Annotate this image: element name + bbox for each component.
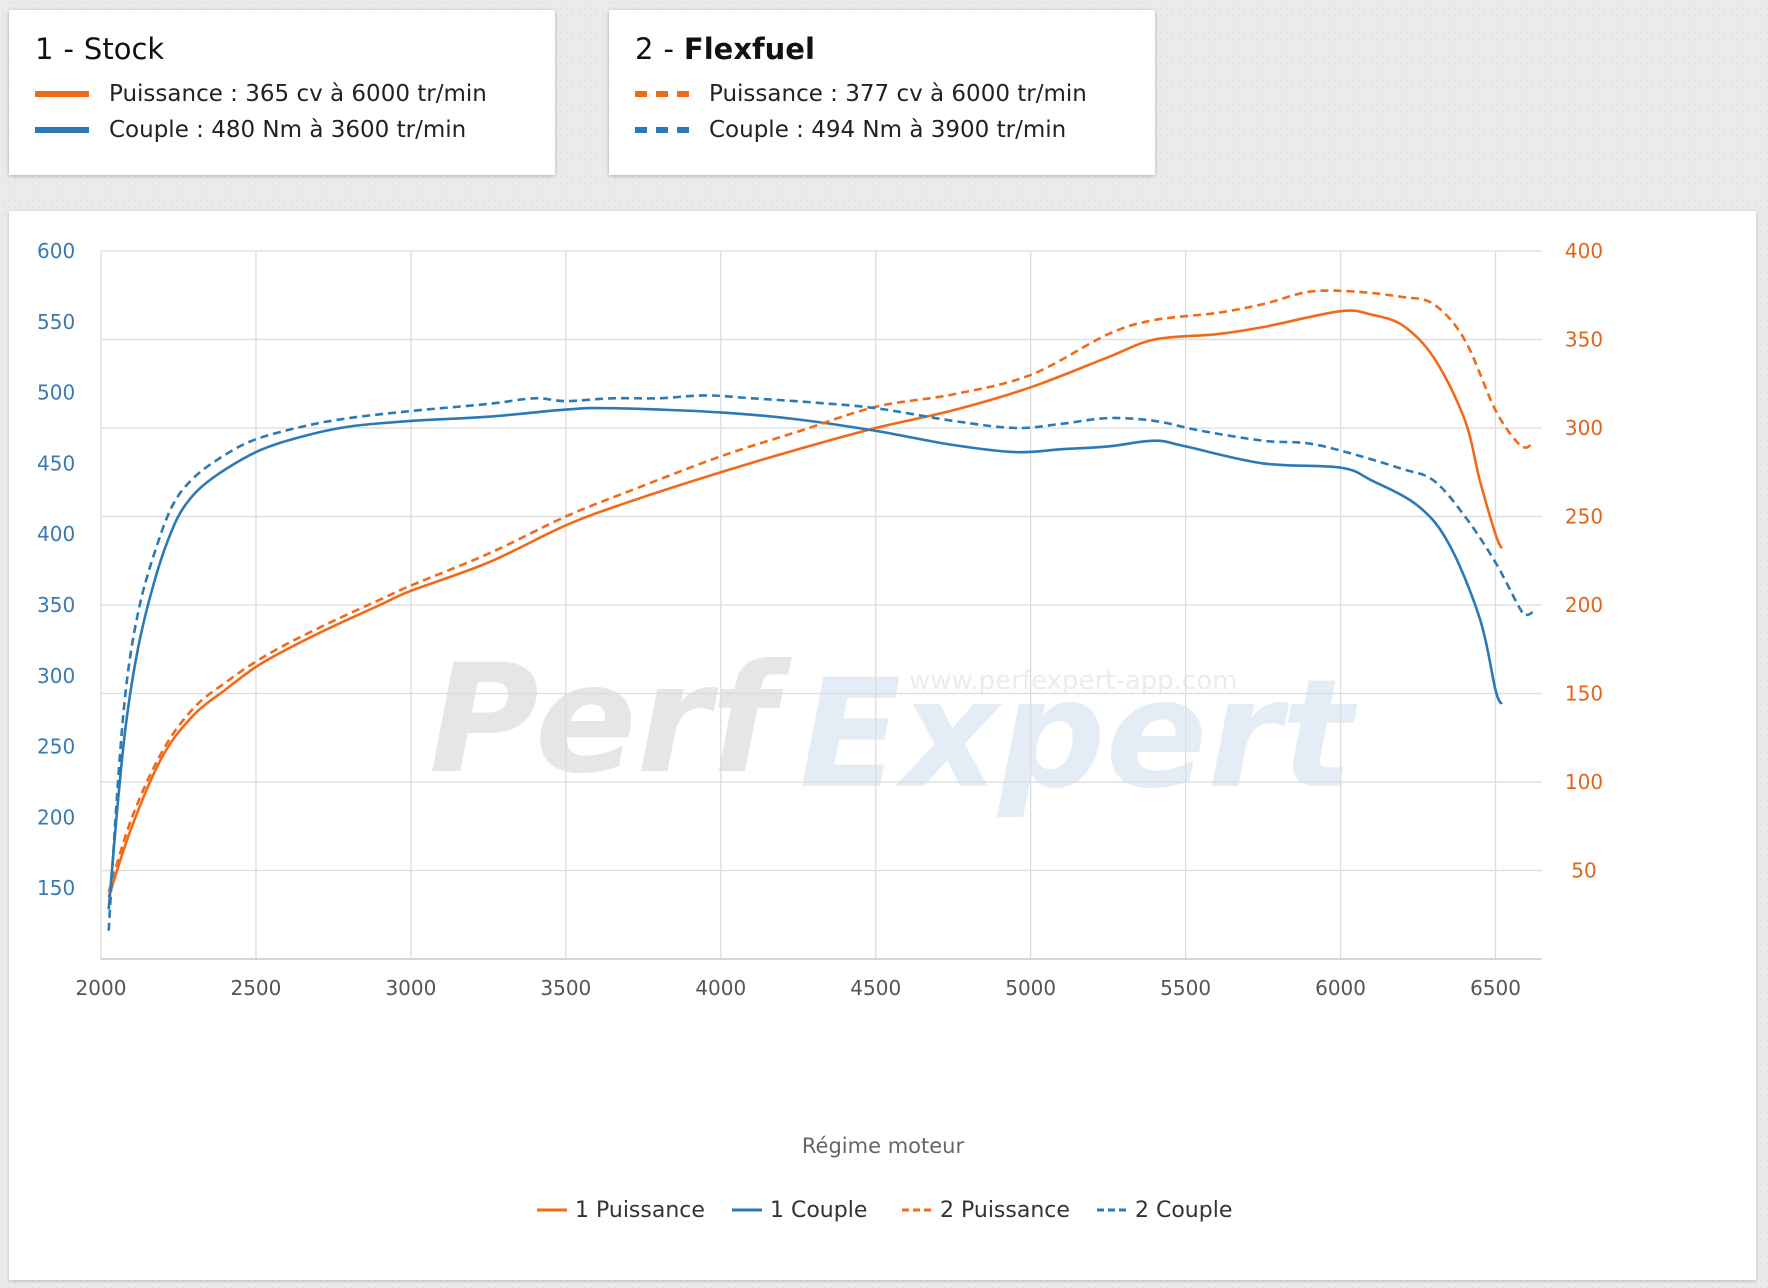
x-tick-label: 3000 [385, 976, 436, 1000]
legend-item-label: 1 Puissance [575, 1198, 705, 1223]
x-axis-label: Régime moteur [802, 1134, 965, 1158]
legend-item-label: 2 Puissance [940, 1198, 1070, 1223]
right-y-tick-label: 150 [1565, 682, 1603, 706]
right-y-tick-label: 200 [1565, 593, 1603, 617]
left-y-tick-label: 400 [37, 522, 75, 546]
legend-item-label: 2 Couple [1135, 1198, 1232, 1223]
left-y-tick-label: 200 [37, 805, 75, 829]
left-y-tick-label: 250 [37, 735, 75, 759]
right-y-tick-label: 300 [1565, 416, 1603, 440]
power-row: Puissance : 377 cv à 6000 tr/min [635, 76, 1129, 112]
torque-row: Couple : 480 Nm à 3600 tr/min [35, 112, 529, 148]
left-y-tick-label: 300 [37, 664, 75, 688]
x-tick-label: 5500 [1160, 976, 1211, 1000]
series-line-2-puissance [107, 289, 1534, 893]
series-lines [107, 289, 1534, 931]
x-tick-label: 5000 [1005, 976, 1056, 1000]
torque-row: Couple : 494 Nm à 3900 tr/min [635, 112, 1129, 148]
power-line-swatch [635, 91, 689, 97]
left-y-tick-label: 150 [37, 876, 75, 900]
power-row: Puissance : 365 cv à 6000 tr/min [35, 76, 529, 112]
x-tick-label: 2500 [230, 976, 281, 1000]
x-tick-label: 4000 [695, 976, 746, 1000]
right-y-tick-label: 350 [1565, 328, 1603, 352]
right-y-tick-label: 400 [1565, 239, 1603, 263]
power-line-swatch [35, 91, 89, 97]
series-line-2-couple [107, 394, 1534, 931]
chart-panel: Perf Expert www.perfexpert-app.com 2000 2… [9, 211, 1756, 1280]
x-tick-label: 4500 [850, 976, 901, 1000]
watermark-logo: Perf Expert www.perfexpert-app.com [429, 633, 1358, 822]
torque-line-swatch [635, 127, 689, 133]
right-y-tick-label: 250 [1565, 505, 1603, 529]
right-y-tick-label: 100 [1565, 770, 1603, 794]
chart-legend: 1 Puissance 1 Couple 2 Puissance 2 Couple [537, 1198, 1232, 1223]
grid [100, 250, 1542, 960]
left-y-tick-label: 350 [37, 593, 75, 617]
left-y-tick-label: 600 [37, 239, 75, 263]
legend-item-label: 1 Couple [770, 1198, 867, 1223]
left-y-tick-label: 450 [37, 451, 75, 475]
watermark-url: www.perfexpert-app.com [909, 666, 1237, 696]
legend-card-flexfuel: 2- Flexfuel Puissance : 377 cv à 6000 tr/… [609, 10, 1155, 175]
legend-card-stock: 1- Stock Puissance : 365 cv à 6000 tr/min… [9, 10, 555, 175]
dyno-chart: Perf Expert www.perfexpert-app.com 2000 2… [37, 239, 1603, 1223]
series-line-1-puissance [107, 309, 1503, 898]
left-y-tick-label: 500 [37, 381, 75, 405]
power-summary: Puissance : 377 cv à 6000 tr/min [709, 81, 1087, 107]
torque-summary: Couple : 494 Nm à 3900 tr/min [709, 117, 1067, 143]
x-tick-label: 6500 [1470, 976, 1521, 1000]
axis-ticks: 2000 2500 3000 3500 4000 4500 5000 5500 6000 6500… [37, 239, 1603, 1000]
card-title: 2- Flexfuel [635, 32, 815, 66]
torque-line-swatch [35, 127, 89, 133]
torque-summary: Couple : 480 Nm à 3600 tr/min [109, 117, 467, 143]
series-line-1-couple [107, 406, 1503, 910]
right-y-tick-label: 50 [1571, 859, 1596, 883]
watermark-brand-b: Expert [799, 648, 1358, 822]
x-tick-label: 3500 [540, 976, 591, 1000]
watermark-brand-a: Perf [429, 633, 792, 807]
card-title: 1- Stock [35, 32, 165, 66]
x-tick-label: 2000 [76, 976, 127, 1000]
left-y-tick-label: 550 [37, 310, 75, 334]
power-summary: Puissance : 365 cv à 6000 tr/min [109, 81, 487, 107]
x-tick-label: 6000 [1315, 976, 1366, 1000]
